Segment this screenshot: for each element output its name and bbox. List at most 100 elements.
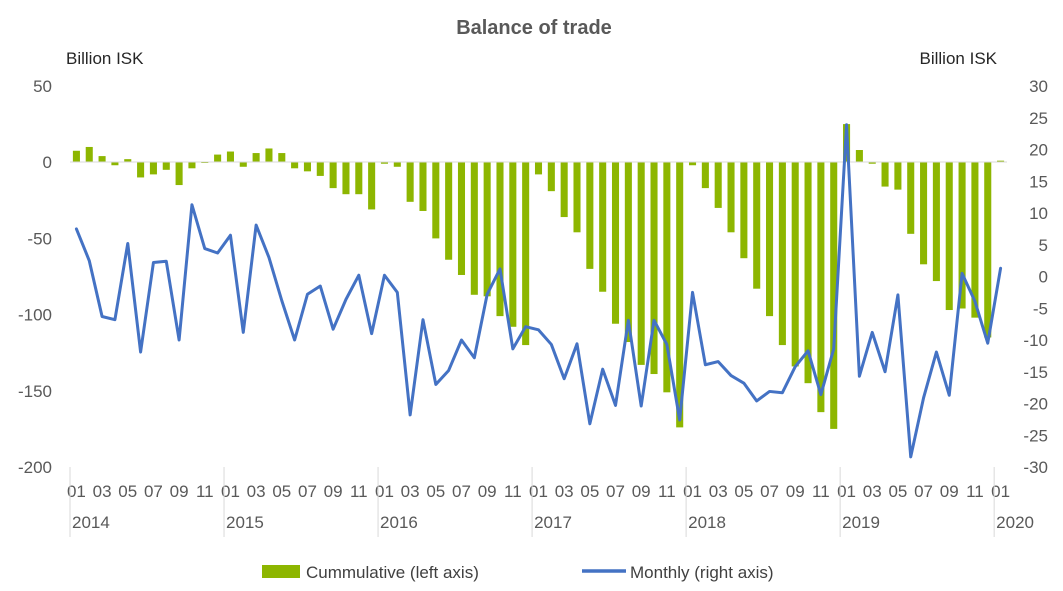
cumulative-bar (291, 162, 299, 169)
cumulative-bar (329, 162, 337, 189)
left-tick-label: -50 (27, 229, 52, 248)
cumulative-bar (342, 162, 350, 195)
right-tick-label: 20 (1029, 141, 1048, 160)
cumulative-bar (894, 162, 902, 190)
cumulative-bar (201, 162, 209, 163)
right-tick-label: 15 (1029, 172, 1048, 191)
right-tick-label: 0 (1039, 268, 1048, 287)
x-month-label: 05 (734, 482, 753, 501)
cumulative-bar (573, 162, 581, 233)
cumulative-bar (560, 162, 568, 218)
cumulative-bar (971, 162, 979, 318)
x-year-label: 2015 (226, 513, 264, 532)
legend-swatch-cumulative (262, 565, 300, 578)
left-tick-label: 50 (33, 77, 52, 96)
cumulative-bar (701, 162, 709, 189)
cumulative-bar (714, 162, 722, 208)
x-month-label: 11 (658, 482, 676, 501)
cumulative-bar (778, 162, 786, 346)
left-tick-label: -150 (18, 382, 52, 401)
cumulative-bar (214, 154, 222, 163)
x-month-label: 07 (144, 482, 163, 501)
cumulative-bar (855, 150, 863, 163)
x-month-label: 09 (478, 482, 497, 501)
legend: Cummulative (left axis) Monthly (right a… (262, 563, 774, 582)
cumulative-bar (868, 162, 876, 164)
cumulative-bar (445, 162, 453, 260)
x-month-label: 09 (940, 482, 959, 501)
x-month-label: 11 (504, 482, 522, 501)
cumulative-bar (522, 162, 530, 346)
monthly-line (74, 123, 1003, 459)
cumulative-bar (611, 162, 620, 324)
cumulative-bar (124, 159, 132, 163)
cumulative-bar (547, 162, 555, 192)
cumulative-bar (740, 162, 748, 259)
x-month-label: 09 (632, 482, 651, 501)
cumulative-bars (72, 124, 1005, 429)
cumulative-bar (586, 162, 594, 269)
left-axis-label: Billion ISK (66, 49, 144, 68)
x-year-label: 2019 (842, 513, 880, 532)
left-tick-label: -100 (18, 306, 52, 325)
right-axis-ticks: 30 25 20 15 10 5 0 -5 -10 -15 -20 -25 -30 (1023, 77, 1048, 477)
x-month-label: 09 (786, 482, 805, 501)
cumulative-bar (226, 151, 234, 163)
cumulative-bar (791, 162, 799, 367)
cumulative-bar (252, 153, 260, 163)
x-year-label: 2014 (72, 513, 110, 532)
cumulative-bar (907, 162, 915, 234)
x-month-label: 01 (221, 482, 240, 501)
x-month-label: 11 (350, 482, 368, 501)
x-month-label: 05 (272, 482, 291, 501)
cumulative-bar (111, 162, 119, 166)
cumulative-bar (393, 162, 401, 167)
cumulative-bar (920, 162, 928, 265)
left-axis-ticks: 50 0 -50 -100 -150 -200 (18, 77, 52, 477)
x-month-label: 05 (888, 482, 907, 501)
x-month-label: 07 (452, 482, 471, 501)
right-tick-label: 30 (1029, 77, 1048, 96)
x-month-label: 07 (914, 482, 933, 501)
x-month-label: 03 (709, 482, 728, 501)
x-month-label: 09 (324, 482, 343, 501)
right-tick-label: -30 (1023, 458, 1048, 477)
x-year-label: 2017 (534, 513, 572, 532)
cumulative-bar (406, 162, 414, 202)
x-month-label: 03 (247, 482, 266, 501)
right-tick-label: -20 (1023, 395, 1048, 414)
x-month-label: 03 (93, 482, 112, 501)
cumulative-bar (98, 156, 106, 163)
right-tick-label: 10 (1029, 204, 1048, 223)
right-axis-label: Billion ISK (920, 49, 998, 68)
x-year-label: 2016 (380, 513, 418, 532)
x-month-label: 07 (298, 482, 317, 501)
cumulative-bar (265, 148, 273, 163)
x-year-label: 2020 (996, 513, 1034, 532)
x-month-label: 07 (760, 482, 779, 501)
cumulative-bar (483, 162, 491, 297)
cumulative-bar (278, 153, 286, 163)
cumulative-bar (316, 162, 324, 176)
cumulative-bar (984, 162, 992, 338)
x-month-label: 01 (837, 482, 856, 501)
cumulative-bar (239, 162, 247, 167)
x-month-label: 03 (401, 482, 420, 501)
cumulative-bar (727, 162, 735, 233)
x-month-label: 01 (683, 482, 702, 501)
cumulative-bar (534, 162, 543, 175)
chart-title: Balance of trade (456, 17, 612, 39)
x-month-label: 11 (966, 482, 984, 501)
cumulative-bar (624, 162, 632, 343)
cumulative-bar (419, 162, 427, 211)
cumulative-bar (804, 162, 812, 384)
cumulative-bar (137, 162, 145, 178)
legend-label-monthly: Monthly (right axis) (630, 563, 774, 582)
right-tick-label: -15 (1023, 363, 1048, 382)
x-month-label: 05 (580, 482, 599, 501)
cumulative-bar (676, 162, 684, 428)
cumulative-bar (162, 162, 170, 170)
cumulative-bar (72, 150, 80, 163)
cumulative-bar (689, 162, 697, 166)
x-month-label: 05 (118, 482, 137, 501)
